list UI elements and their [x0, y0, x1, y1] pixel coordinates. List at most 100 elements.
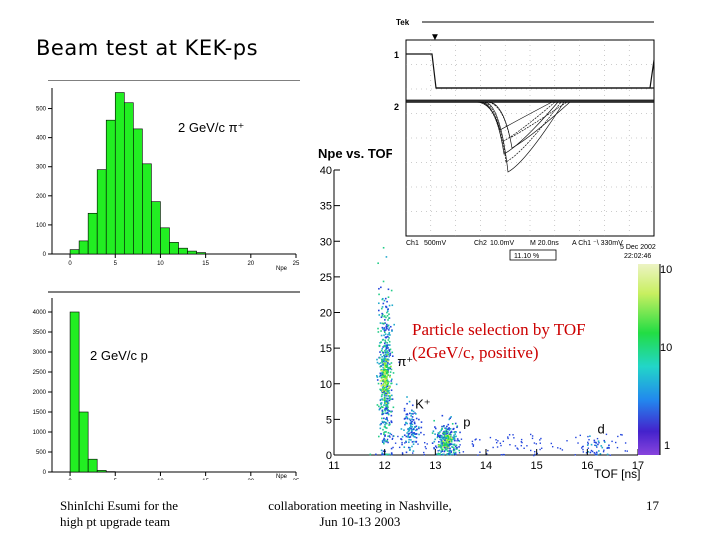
scatter-point — [453, 436, 455, 439]
scatter-point — [455, 431, 457, 433]
scatter-point — [388, 392, 391, 394]
scatter-point — [590, 449, 593, 452]
scatter-point — [391, 437, 394, 440]
scatter-point — [391, 398, 394, 400]
scatter-point — [414, 426, 416, 428]
scatter-point — [458, 449, 461, 452]
x-tick-label: 25 — [293, 479, 300, 480]
scatter-point — [383, 385, 386, 388]
scatter-point — [492, 446, 494, 449]
scatter-point — [391, 330, 393, 332]
scatter-point — [385, 325, 388, 328]
scatter-point — [382, 453, 385, 456]
scatter-point — [595, 444, 598, 447]
scatter-point — [447, 431, 449, 433]
scatter-point — [413, 440, 415, 443]
histogram-bar — [78, 240, 89, 255]
scatter-point — [369, 453, 372, 456]
histogram-bar — [105, 119, 116, 255]
scatter-point — [381, 388, 384, 391]
scatter-point — [448, 433, 450, 435]
scatter-point — [383, 392, 385, 394]
scatter-point — [608, 444, 610, 447]
scatter-point — [383, 354, 385, 357]
scatter-point — [418, 418, 420, 421]
scatter-point — [561, 449, 564, 451]
scatter-point — [438, 449, 441, 452]
scatter-point — [580, 447, 583, 449]
scatter-point — [447, 437, 450, 440]
scatter-point — [410, 423, 412, 426]
scatter-point — [385, 388, 388, 391]
y-tick-label: 25 — [320, 272, 332, 284]
scatter-point — [407, 434, 410, 437]
footer-author: ShinIchi Esumi for the high pt upgrade t… — [60, 498, 178, 530]
scatter-point — [384, 426, 387, 429]
scatter-point — [389, 367, 392, 370]
scatter-point — [390, 380, 393, 382]
scatter-point — [383, 442, 385, 445]
scatter-point — [378, 314, 381, 316]
y-tick-label: 0 — [43, 470, 47, 476]
scatter-point — [448, 443, 451, 446]
scatter-point — [388, 333, 390, 335]
scatter-point — [381, 326, 384, 329]
proton-histogram-title: 2 GeV/c p — [90, 348, 148, 363]
scatter-point — [380, 307, 383, 310]
scatter-point — [378, 408, 381, 411]
scatter-point — [437, 443, 440, 446]
slide-title: Beam test at KEK-ps — [36, 36, 259, 60]
scatter-point — [516, 447, 518, 449]
scope-pulse — [475, 101, 553, 131]
scatter-point — [450, 430, 453, 433]
scatter-point — [384, 431, 386, 433]
scatter-point — [566, 440, 568, 442]
scatter-point — [383, 368, 386, 370]
scatter-point — [595, 451, 598, 454]
scatter-point — [384, 339, 386, 342]
scatter-point — [442, 443, 445, 445]
scatter-point — [386, 366, 388, 368]
scatter-point — [397, 435, 399, 438]
scatter-point — [380, 334, 383, 337]
scope-timebase: M 20.0ns — [530, 240, 559, 247]
scatter-point — [593, 439, 596, 442]
scatter-point — [385, 427, 388, 429]
scatter-point — [600, 445, 603, 447]
scatter-point — [412, 435, 415, 437]
scatter-point — [383, 367, 386, 369]
scatter-point — [585, 452, 588, 454]
scatter-point — [409, 425, 412, 428]
scatter-point — [526, 445, 528, 447]
scatter-point — [386, 412, 388, 415]
scatter-point — [406, 413, 409, 415]
scatter-point — [599, 453, 602, 455]
scatter-point — [441, 450, 443, 453]
scatter-point — [582, 451, 585, 453]
scatter-point — [596, 437, 599, 440]
scatter-point — [400, 428, 403, 430]
scatter-point — [385, 256, 388, 258]
x-tick-label: 12 — [379, 460, 391, 472]
scatter-point — [385, 384, 388, 386]
scatter-point — [453, 447, 455, 449]
scatter-point — [403, 418, 406, 420]
scatter-point — [382, 280, 385, 283]
scatter-point — [413, 435, 415, 438]
scatter-point — [445, 443, 448, 446]
scatter-point — [433, 419, 435, 422]
scatter-point — [382, 428, 384, 431]
scatter-point — [445, 448, 448, 451]
scatter-point — [388, 386, 390, 389]
scatter-point — [441, 436, 444, 439]
scatter-point — [387, 319, 389, 321]
x-tick-label: 20 — [247, 261, 254, 267]
scatter-point — [382, 385, 384, 388]
y-tick-label: 10 — [320, 379, 332, 391]
scatter-point — [442, 453, 444, 456]
scatter-point — [531, 435, 534, 437]
scatter-point — [387, 288, 390, 291]
scatter-point — [379, 365, 382, 368]
scatter-point — [412, 410, 415, 413]
scatter-point — [445, 446, 447, 449]
